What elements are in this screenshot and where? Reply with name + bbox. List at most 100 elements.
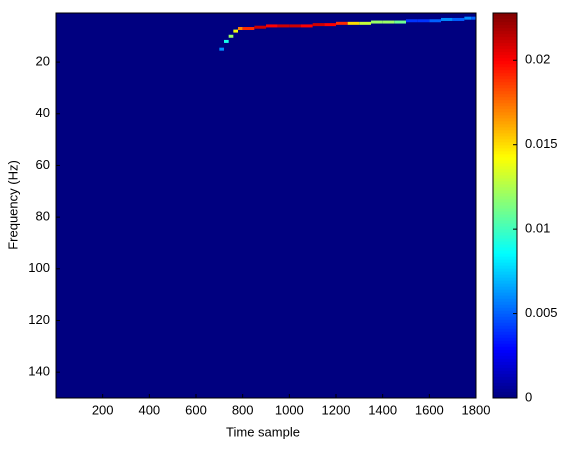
- x-tick-label: 1200: [322, 402, 351, 417]
- colorbar-band: [493, 265, 517, 270]
- colorbar-band: [493, 172, 517, 176]
- colorbar-band: [493, 367, 517, 372]
- colorbar-band: [493, 100, 517, 104]
- x-tick-label: 800: [232, 402, 254, 417]
- colorbar-band: [493, 139, 517, 143]
- colorbar-band: [493, 220, 517, 225]
- colorbar-band: [493, 190, 517, 194]
- colorbar-band: [493, 202, 517, 206]
- x-tick-label: 1800: [462, 402, 491, 417]
- colorbar-band: [493, 85, 517, 89]
- heatmap-cell: [429, 19, 441, 23]
- colorbar-band: [493, 163, 517, 167]
- colorbar-band: [493, 43, 517, 47]
- colorbar-band: [493, 88, 517, 92]
- colorbar-band: [493, 133, 517, 137]
- y-tick-label: 20: [36, 54, 50, 69]
- colorbar-band: [493, 358, 517, 363]
- y-tick-label: 100: [28, 260, 50, 275]
- x-tick-label: 600: [185, 402, 207, 417]
- colorbar-band: [493, 31, 517, 35]
- colorbar-band: [493, 130, 517, 134]
- colorbar-tick-label: 0: [525, 389, 532, 404]
- heatmap-cell: [324, 23, 336, 27]
- heatmap-cell: [406, 19, 418, 23]
- heatmap-background: [56, 13, 476, 398]
- colorbar-band: [493, 280, 517, 285]
- colorbar-band: [493, 151, 517, 155]
- heatmap-cell: [359, 21, 371, 25]
- heatmap-cell: [289, 24, 301, 28]
- colorbar-band: [493, 271, 517, 276]
- colorbar-band: [493, 169, 517, 173]
- colorbar-band: [493, 148, 517, 152]
- colorbar-band: [493, 25, 517, 29]
- heatmap-cell: [347, 21, 360, 25]
- colorbar-band: [493, 127, 517, 131]
- colorbar-band: [493, 16, 517, 20]
- colorbar-band: [493, 19, 517, 23]
- colorbar-band: [493, 361, 517, 366]
- heatmap-cell: [452, 17, 465, 21]
- x-tick-label: 1000: [275, 402, 304, 417]
- heatmap-cell: [394, 20, 406, 24]
- colorbar-band: [493, 37, 517, 41]
- colorbar-band: [493, 313, 517, 318]
- colorbar-band: [493, 241, 517, 246]
- heatmap-cell: [312, 23, 325, 27]
- colorbar-band: [493, 91, 517, 95]
- colorbar-band: [493, 382, 517, 387]
- colorbar-band: [493, 193, 517, 197]
- colorbar-band: [493, 40, 517, 44]
- colorbar-band: [493, 49, 517, 53]
- colorbar-band: [493, 142, 517, 146]
- colorbar-frame: [492, 12, 518, 399]
- y-tick-label: 120: [28, 312, 50, 327]
- colorbar-band: [493, 385, 517, 390]
- y-tick-label: 80: [36, 209, 50, 224]
- colorbar-band: [493, 337, 517, 342]
- colorbar-band: [493, 205, 517, 210]
- colorbar-band: [493, 355, 517, 360]
- heatmap-cell: [417, 19, 430, 23]
- heatmap-cell: [464, 16, 472, 20]
- x-axis-label: Time sample: [226, 424, 300, 439]
- colorbar-band: [493, 208, 517, 213]
- colorbar-band: [493, 187, 517, 191]
- x-tick-label: 200: [92, 402, 114, 417]
- colorbar-band: [493, 217, 517, 222]
- colorbar-band: [493, 145, 517, 149]
- colorbar-band: [493, 28, 517, 32]
- colorbar-band: [493, 301, 517, 306]
- colorbar-band: [493, 364, 517, 369]
- colorbar-band: [493, 292, 517, 297]
- heatmap-cell: [238, 27, 243, 31]
- heatmap-cell: [242, 27, 255, 31]
- colorbar-band: [493, 277, 517, 282]
- colorbar-band: [493, 154, 517, 158]
- colorbar-band: [493, 22, 517, 26]
- y-tick-label: 140: [28, 364, 50, 379]
- y-axis-label: Frequency (Hz): [5, 160, 20, 250]
- colorbar-band: [493, 106, 517, 110]
- colorbar-band: [493, 376, 517, 381]
- colorbar-band: [493, 310, 517, 315]
- colorbar-band: [493, 388, 517, 393]
- colorbar-band: [493, 46, 517, 50]
- heatmap-cell: [382, 20, 395, 24]
- colorbar-band: [493, 349, 517, 354]
- heatmap-cell: [336, 21, 348, 25]
- colorbar-band: [493, 52, 517, 56]
- colorbar-band: [493, 73, 517, 77]
- x-tick-label: 400: [138, 402, 160, 417]
- colorbar-band: [493, 118, 517, 122]
- colorbar-band: [493, 304, 517, 309]
- colorbar-band: [493, 274, 517, 279]
- heatmap-cell: [224, 39, 229, 43]
- colorbar-band: [493, 334, 517, 339]
- colorbar-band: [493, 232, 517, 237]
- colorbar-band: [493, 157, 517, 161]
- colorbar-band: [493, 394, 517, 399]
- heatmap-cell: [219, 47, 224, 51]
